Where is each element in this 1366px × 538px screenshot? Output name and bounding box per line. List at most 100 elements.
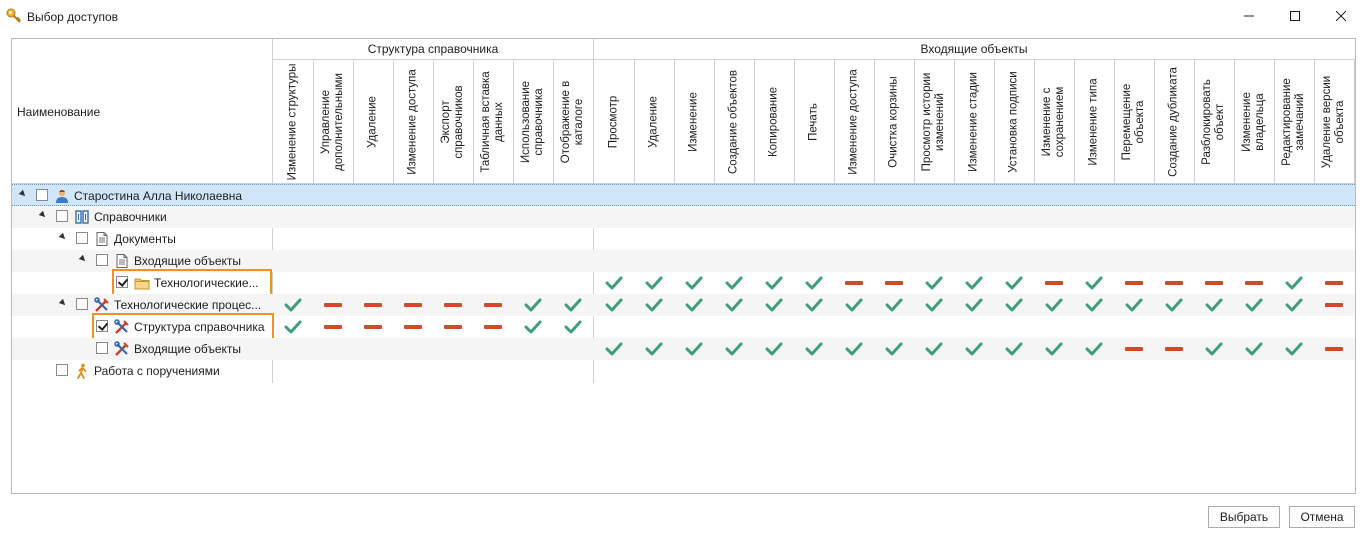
row-label: Старостина Алла Николаевна [74,189,243,203]
column-header: Изменение типа [1074,61,1114,183]
denied-dash-icon [885,276,903,290]
column-header-label: Изменение типа [1087,78,1100,166]
denied-dash-icon [1125,342,1143,356]
group-header-incoming: Входящие объекты [920,42,1028,56]
tree-row[interactable]: Старостина Алла Николаевна [12,184,1355,206]
granted-check-icon [1165,298,1183,312]
granted-check-icon [1205,298,1223,312]
expand-arrow-icon[interactable] [78,254,88,264]
granted-check-icon [605,298,623,312]
access-grid[interactable]: Наименование Структура справочника Входя… [11,38,1356,494]
granted-check-icon [685,342,703,356]
column-header-label: Удаление версии объекта [1321,75,1346,169]
cancel-button[interactable]: Отмена [1289,506,1355,528]
row-label: Справочники [94,210,167,224]
denied-dash-icon [444,320,462,334]
select-button[interactable]: Выбрать [1208,506,1280,528]
granted-check-icon [845,342,863,356]
group-header-structure: Структура справочника [367,42,499,56]
column-divider [353,60,354,183]
row-label: Документы [114,232,176,246]
expand-arrow-icon[interactable] [58,298,68,308]
denied-dash-icon [444,298,462,312]
window-title: Выбор доступов [27,10,119,24]
minimize-button[interactable] [1226,0,1272,34]
tree-row[interactable]: Входящие объекты [12,338,1355,360]
row-checkbox[interactable] [56,364,68,376]
column-header-label: Создание дубликата [1167,67,1180,177]
tools-icon [114,341,130,357]
column-header-label: Создание объектов [727,69,740,175]
row-checkbox[interactable] [56,210,68,222]
tree-row[interactable]: Работа с поручениями [12,360,1355,382]
row-checkbox[interactable] [116,276,128,288]
row-checkbox[interactable] [36,189,48,201]
tools-icon [114,319,130,335]
row-checkbox[interactable] [96,320,108,332]
row-label: Технологические... [154,276,259,290]
granted-check-icon [685,276,703,290]
denied-dash-icon [1325,298,1343,312]
denied-dash-icon [324,320,342,334]
column-header-label: Использование справочника [520,80,545,164]
granted-check-icon [1285,276,1303,290]
column-header: Редактирование замечаний [1274,61,1314,183]
close-button[interactable] [1318,0,1364,34]
user-icon [54,188,70,204]
column-header: Изменение владельца [1234,61,1274,183]
tree-row[interactable]: Входящие объекты [12,250,1355,272]
granted-check-icon [965,298,983,312]
maximize-button[interactable] [1272,0,1318,34]
column-header-label: Изменение владельца [1241,92,1266,152]
denied-dash-icon [1125,276,1143,290]
column-divider [1154,60,1155,183]
column-header-label: Управление дополнительными [320,73,345,171]
column-header: Экспорт справочников [433,61,473,183]
granted-check-icon [1005,276,1023,290]
row-checkbox[interactable] [96,254,108,266]
document-icon [94,231,110,247]
tree-row[interactable]: Технологические процес... [12,294,1355,316]
granted-check-icon [925,298,943,312]
granted-check-icon [1205,342,1223,356]
granted-check-icon [1005,298,1023,312]
tree-row[interactable]: Справочники [12,206,1355,228]
denied-dash-icon [1165,276,1183,290]
column-header: Управление дополнительными [313,61,353,183]
column-header-label: Редактирование замечаний [1281,78,1306,166]
expand-arrow-icon[interactable] [18,189,28,199]
denied-dash-icon [1325,276,1343,290]
highlight-frame [112,269,272,297]
group-header-divider [273,59,1355,60]
row-checkbox[interactable] [96,342,108,354]
column-header: Изменение доступа [834,61,874,183]
granted-check-icon [564,298,582,312]
granted-check-icon [1085,342,1103,356]
column-header-label: Изменение с сохранением [1041,86,1066,158]
row-checkbox[interactable] [76,298,88,310]
denied-dash-icon [1165,342,1183,356]
tree-row[interactable]: Структура справочника [12,313,1355,341]
column-divider [674,60,675,183]
expand-arrow-icon[interactable] [38,210,48,220]
column-header-label: Разблокировать объект [1201,79,1226,165]
document-icon [114,253,130,269]
column-divider [754,60,755,183]
row-checkbox[interactable] [76,232,88,244]
row-label: Технологические процес... [114,298,262,312]
header-divider [12,183,1355,184]
tree-row[interactable]: Документы [12,228,1355,250]
tree-row[interactable]: Технологические... [12,269,1355,297]
expand-arrow-icon[interactable] [58,232,68,242]
column-divider [954,60,955,183]
column-header-label: Изменение структуры [286,63,299,181]
granted-check-icon [725,276,743,290]
column-divider [1034,60,1035,183]
column-header-label: Экспорт справочников [440,85,465,159]
granted-check-icon [765,276,783,290]
highlight-frame [92,313,274,341]
granted-check-icon [605,276,623,290]
denied-dash-icon [324,298,342,312]
granted-check-icon [645,276,663,290]
name-column-header: Наименование [17,105,101,119]
